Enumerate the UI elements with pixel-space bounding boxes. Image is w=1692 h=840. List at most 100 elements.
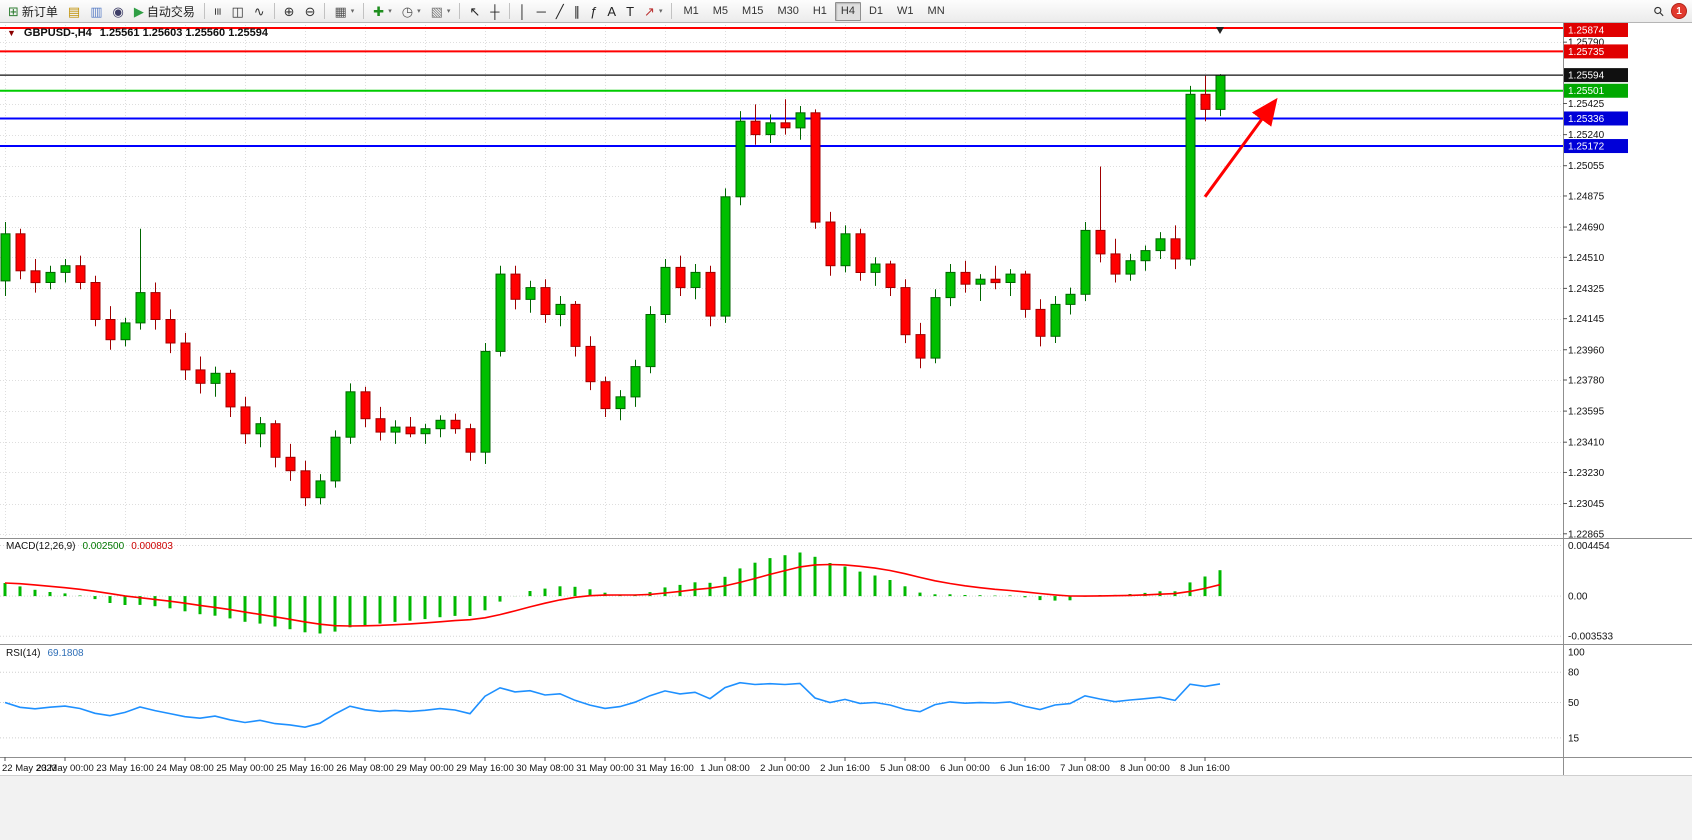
new-order-icon: ⊞ <box>8 3 19 19</box>
timeframe-button-w1[interactable]: W1 <box>897 5 914 17</box>
notifications-badge[interactable]: 1 <box>1671 3 1687 19</box>
vertical-line-button[interactable]: │ <box>514 1 532 22</box>
svg-text:1.23230: 1.23230 <box>1568 468 1605 479</box>
svg-text:50: 50 <box>1568 698 1580 709</box>
svg-text:23 May 16:00: 23 May 16:00 <box>96 763 154 774</box>
candle-body <box>75 265 86 283</box>
timeframe-button-m1[interactable]: M1 <box>683 5 699 17</box>
candle-body <box>795 112 806 129</box>
periods-button[interactable]: ◷ ▾ <box>397 1 426 22</box>
candle-body <box>1155 238 1166 252</box>
svg-text:1.25425: 1.25425 <box>1568 99 1605 110</box>
candle-body <box>1170 238 1181 260</box>
svg-text:7 Jun 08:00: 7 Jun 08:00 <box>1060 763 1110 774</box>
svg-text:-0.003533: -0.003533 <box>1568 632 1613 643</box>
label-button[interactable]: T <box>621 1 639 22</box>
zoom-in-icon: ⊕ <box>283 3 295 19</box>
candle-body <box>585 345 596 383</box>
timeframe-button-m5[interactable]: M5 <box>712 5 729 17</box>
arrows-button[interactable]: ↗ ▾ <box>639 1 667 22</box>
crosshair-button[interactable]: ┼ <box>485 1 504 22</box>
templates-button[interactable]: ▧ ▾ <box>426 1 456 22</box>
community-button[interactable]: ◉ <box>108 1 129 22</box>
macd-main-value: 0.002500 <box>82 541 125 552</box>
candle-body <box>1005 273 1016 284</box>
cursor-button[interactable]: ↖ <box>464 1 485 22</box>
timeframe-button-m30[interactable]: M30 <box>777 5 799 17</box>
text-button[interactable]: A <box>602 1 621 22</box>
chart-area[interactable]: 1.25790 1.25425 1.25240 1.25055 1.24875 1.246… <box>0 22 1692 775</box>
new-order-label: 新订单 <box>21 4 58 19</box>
svg-text:1.24510: 1.24510 <box>1568 253 1605 264</box>
timeframe-button-m15[interactable]: M15 <box>742 5 764 17</box>
candlestick-chart-button[interactable]: ◫ <box>226 1 248 22</box>
candle-body <box>315 480 326 499</box>
tile-windows-button[interactable]: ▦ ▾ <box>329 1 359 22</box>
zoom-out-button[interactable]: ⊖ <box>300 1 321 22</box>
svg-text:1.24875: 1.24875 <box>1568 191 1605 202</box>
candle-body <box>990 278 1001 284</box>
toolbar: ⊞ 新订单 ▤ ▥ ◉ ▶ 自动交易 ≡ ◫ ∿ ⊕ ⊖ ▦ ▾ ✚ ▾ ◷ ▾ ▧ ▾ ↖ ┼ │ ─ ╱ ∥ ƒ A T ↗ ▾ M1 M5… <box>0 0 1692 23</box>
bar-chart-button[interactable]: ≡ <box>209 1 227 22</box>
candle-body <box>330 436 341 482</box>
svg-text:1.24690: 1.24690 <box>1568 223 1605 234</box>
toolbar-separator <box>459 3 461 19</box>
symbol-period-label: GBPUSD-,H4 <box>23 27 92 39</box>
price-box <box>1564 111 1628 126</box>
svg-text:22 May 2023: 22 May 2023 <box>2 763 57 774</box>
candle-body <box>735 120 746 198</box>
horizontal-line-button[interactable]: ─ <box>532 1 551 22</box>
fibonacci-button[interactable]: ƒ <box>585 1 602 22</box>
candle-body <box>180 342 191 371</box>
caret-down-icon: ▾ <box>350 8 355 15</box>
chart-canvas[interactable]: 1.25790 1.25425 1.25240 1.25055 1.24875 1.246… <box>0 22 1692 775</box>
macd-label: MACD(12,26,9) 0.002500 0.000803 <box>6 541 173 552</box>
candle-body <box>705 271 716 317</box>
channel-button[interactable]: ∥ <box>569 1 586 22</box>
timeframe-button-d1[interactable]: D1 <box>868 5 884 17</box>
templates-icon: ▧ <box>430 3 443 19</box>
timeframe-button-mn[interactable]: MN <box>927 5 945 17</box>
zoom-in-button[interactable]: ⊕ <box>279 1 300 22</box>
trend-arrow-annotation[interactable] <box>1203 97 1278 198</box>
svg-text:31 May 00:00: 31 May 00:00 <box>576 763 634 774</box>
time-axis[interactable] <box>0 757 1563 775</box>
charts-icon: ▤ <box>67 3 81 19</box>
trendline-button[interactable]: ╱ <box>551 1 569 22</box>
chart-title: ▼ GBPUSD-,H4 1.25561 1.25603 1.25560 1.2… <box>7 27 268 39</box>
main-plot-background[interactable] <box>0 22 1563 538</box>
candle-body <box>390 426 401 433</box>
one-click-trading-icon[interactable]: ▼ <box>7 28 16 38</box>
toolbar-right: ⚲ 1 <box>1650 2 1692 20</box>
cursor-icon: ↖ <box>469 3 481 19</box>
indicators-button[interactable]: ✚ ▾ <box>368 1 396 22</box>
candle-body <box>960 271 971 285</box>
macd-signal-line <box>4 563 1221 627</box>
bar-chart-icon: ≡ <box>210 7 226 15</box>
auto-trading-button[interactable]: ▶ 自动交易 <box>129 1 200 22</box>
candle-body <box>1080 229 1091 295</box>
profile-button[interactable]: ▥ <box>85 1 107 22</box>
svg-text:80: 80 <box>1568 668 1580 679</box>
svg-text:1.22865: 1.22865 <box>1568 529 1605 540</box>
svg-text:24 May 08:00: 24 May 08:00 <box>156 763 214 774</box>
timeframe-button-h4[interactable]: H4 <box>834 1 861 21</box>
line-chart-button[interactable]: ∿ <box>249 1 270 22</box>
candle-body <box>405 426 416 435</box>
candle-body <box>540 287 551 316</box>
candle-body <box>1065 293 1076 305</box>
search-icon[interactable]: ⚲ <box>1650 2 1668 20</box>
candle-body <box>840 233 851 267</box>
candle-body <box>225 372 236 408</box>
svg-text:6 Jun 00:00: 6 Jun 00:00 <box>940 763 990 774</box>
charts-button[interactable]: ▤ <box>63 1 85 22</box>
toolbar-separator <box>508 3 510 19</box>
svg-text:31 May 16:00: 31 May 16:00 <box>636 763 694 774</box>
label-icon: T <box>626 3 635 19</box>
price-box <box>1564 139 1628 154</box>
caret-down-icon: ▾ <box>658 8 663 15</box>
new-order-button[interactable]: ⊞ 新订单 <box>3 1 63 22</box>
macd-histogram <box>3 552 1222 634</box>
timeframe-button-h1[interactable]: H1 <box>812 5 827 17</box>
